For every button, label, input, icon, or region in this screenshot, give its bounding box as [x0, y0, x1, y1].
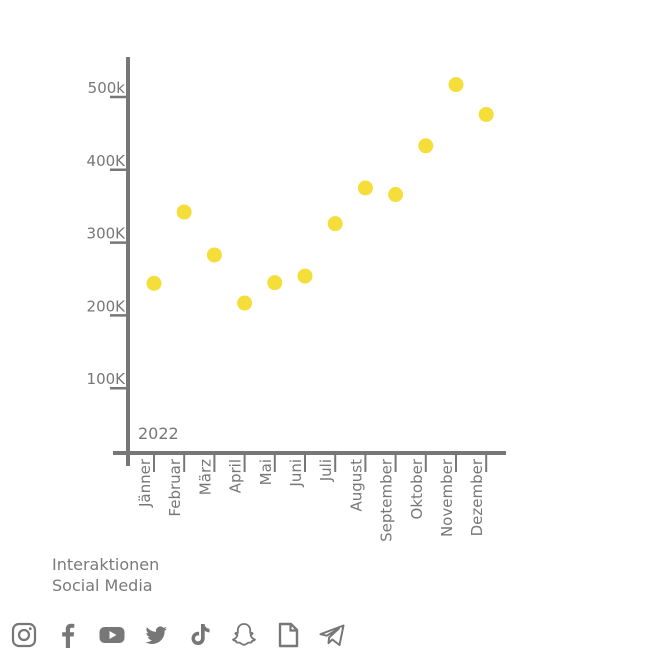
data-point-11	[478, 106, 494, 122]
x-tick-label-9: Oktober	[408, 458, 426, 519]
x-tick-label-0: Jänner	[136, 458, 154, 508]
x-tick-label-4: Mai	[257, 459, 275, 485]
telegram-icon[interactable]	[318, 621, 346, 649]
tiktok-icon[interactable]	[186, 621, 214, 649]
y-tick-label-2: 300K	[87, 225, 127, 243]
chart-caption: Interaktionen Social Media	[52, 554, 159, 596]
facebook-icon[interactable]	[54, 621, 82, 649]
year-label: 2022	[138, 424, 179, 443]
caption-line-2: Social Media	[52, 576, 153, 595]
instagram-icon[interactable]	[10, 621, 38, 649]
data-points	[146, 77, 494, 311]
data-point-10	[448, 77, 464, 93]
x-tick-label-5: Juni	[287, 459, 305, 488]
snapchat-icon[interactable]	[230, 621, 258, 649]
y-tick-label-3: 400K	[87, 152, 127, 170]
data-point-5	[297, 268, 313, 284]
y-tick-label-1: 200K	[87, 297, 127, 315]
x-tick-label-7: August	[347, 459, 365, 512]
x-tick-label-3: April	[227, 459, 245, 493]
data-point-3	[237, 295, 253, 311]
x-tick-label-8: September	[378, 458, 396, 542]
data-point-2	[206, 247, 222, 263]
twitter-icon[interactable]	[142, 621, 170, 649]
caption-line-1: Interaktionen	[52, 555, 160, 574]
youtube-icon[interactable]	[98, 621, 126, 649]
data-point-1	[176, 204, 192, 220]
data-point-7	[357, 180, 373, 196]
x-tick-label-11: Dezember	[468, 458, 486, 536]
data-point-9	[418, 138, 434, 154]
data-point-8	[388, 187, 404, 203]
y-tick-label-4: 500k	[88, 79, 126, 97]
y-axis-ticks: 100K 200K 300K 400K 500k	[87, 79, 128, 390]
x-axis-ticks: Jänner Februar März April Mai Juni Juli August S…	[136, 453, 488, 542]
social-media-icons	[10, 619, 362, 651]
data-point-0	[146, 275, 162, 291]
document-icon[interactable]	[274, 621, 302, 649]
x-tick-label-1: Februar	[166, 458, 184, 516]
chart: 100K 200K 300K 400K 500k Jänner Februar März Ap…	[87, 57, 506, 542]
y-tick-label-0: 100K	[87, 370, 127, 388]
data-point-6	[327, 216, 343, 232]
x-tick-label-2: März	[196, 459, 214, 495]
data-point-4	[267, 275, 283, 291]
chart-axes	[113, 57, 506, 466]
x-tick-label-10: November	[438, 458, 456, 537]
x-tick-label-6: Juli	[317, 459, 335, 482]
